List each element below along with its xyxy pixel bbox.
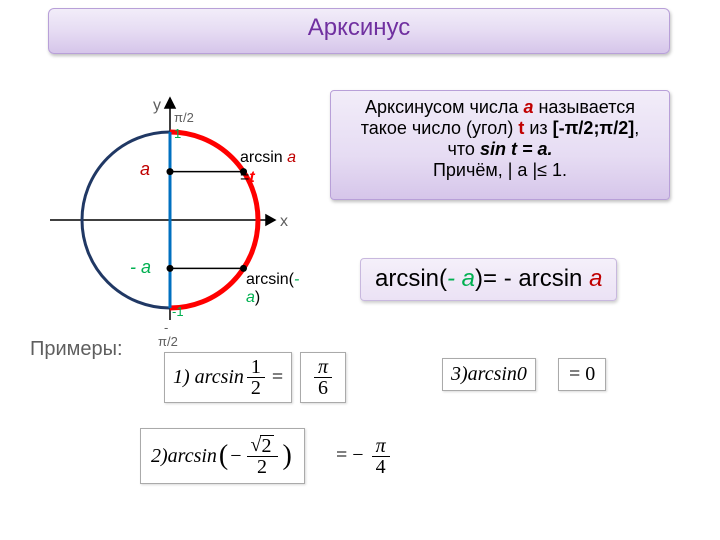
neg-a-label: - а <box>130 257 151 277</box>
equals-t-label: =t <box>240 169 255 186</box>
pi-half-top-label: π/2 <box>174 110 194 125</box>
arcsin-neg-a-label1: arcsin(- <box>246 271 299 288</box>
a-label: а <box>140 159 150 179</box>
y-axis-label: y <box>153 97 161 114</box>
one-label: 1 <box>174 126 181 141</box>
fraction: √2 2 <box>247 435 278 477</box>
definition-line3: что sin t = a. <box>341 139 659 160</box>
neg-pi-half-label: - <box>164 320 168 335</box>
sqrt: √2 <box>251 435 274 456</box>
definition-line4: Причём, | а |≤ 1. <box>341 160 659 181</box>
example3-lhs: 3)arcsin0 <box>442 358 536 391</box>
definition-box: Арксинусом числа а называется такое числ… <box>330 90 670 200</box>
page-title-text: Арксинус <box>308 14 411 41</box>
definition-line2: такое число (угол) t из [-π/2;π/2], <box>341 118 659 139</box>
unit-circle-diagram: y x π/2 1 -1 - π/2 а - а arcsin а =t arc… <box>30 80 320 360</box>
neg-pi-half-label2: π/2 <box>158 334 178 349</box>
x-axis-label: x <box>280 213 288 230</box>
example3-rhs: = 0 <box>558 358 606 391</box>
neg-one-label: -1 <box>172 304 184 319</box>
fraction: π 6 <box>314 357 332 398</box>
arcsin-neg-a-label2: а) <box>246 289 260 306</box>
definition-line1: Арксинусом числа а называется <box>341 97 659 118</box>
example2-rhs: = − π 4 <box>336 436 393 477</box>
fraction: 1 2 <box>247 357 265 398</box>
arcsin-a-label: arcsin а <box>240 149 296 166</box>
page-title: Арксинус <box>48 8 670 54</box>
identity-box: arcsin(- а)= - arcsin а <box>360 258 617 301</box>
example2-lhs: 2)arcsin ( − √2 2 ) <box>140 428 305 484</box>
fraction: π 4 <box>372 436 390 477</box>
